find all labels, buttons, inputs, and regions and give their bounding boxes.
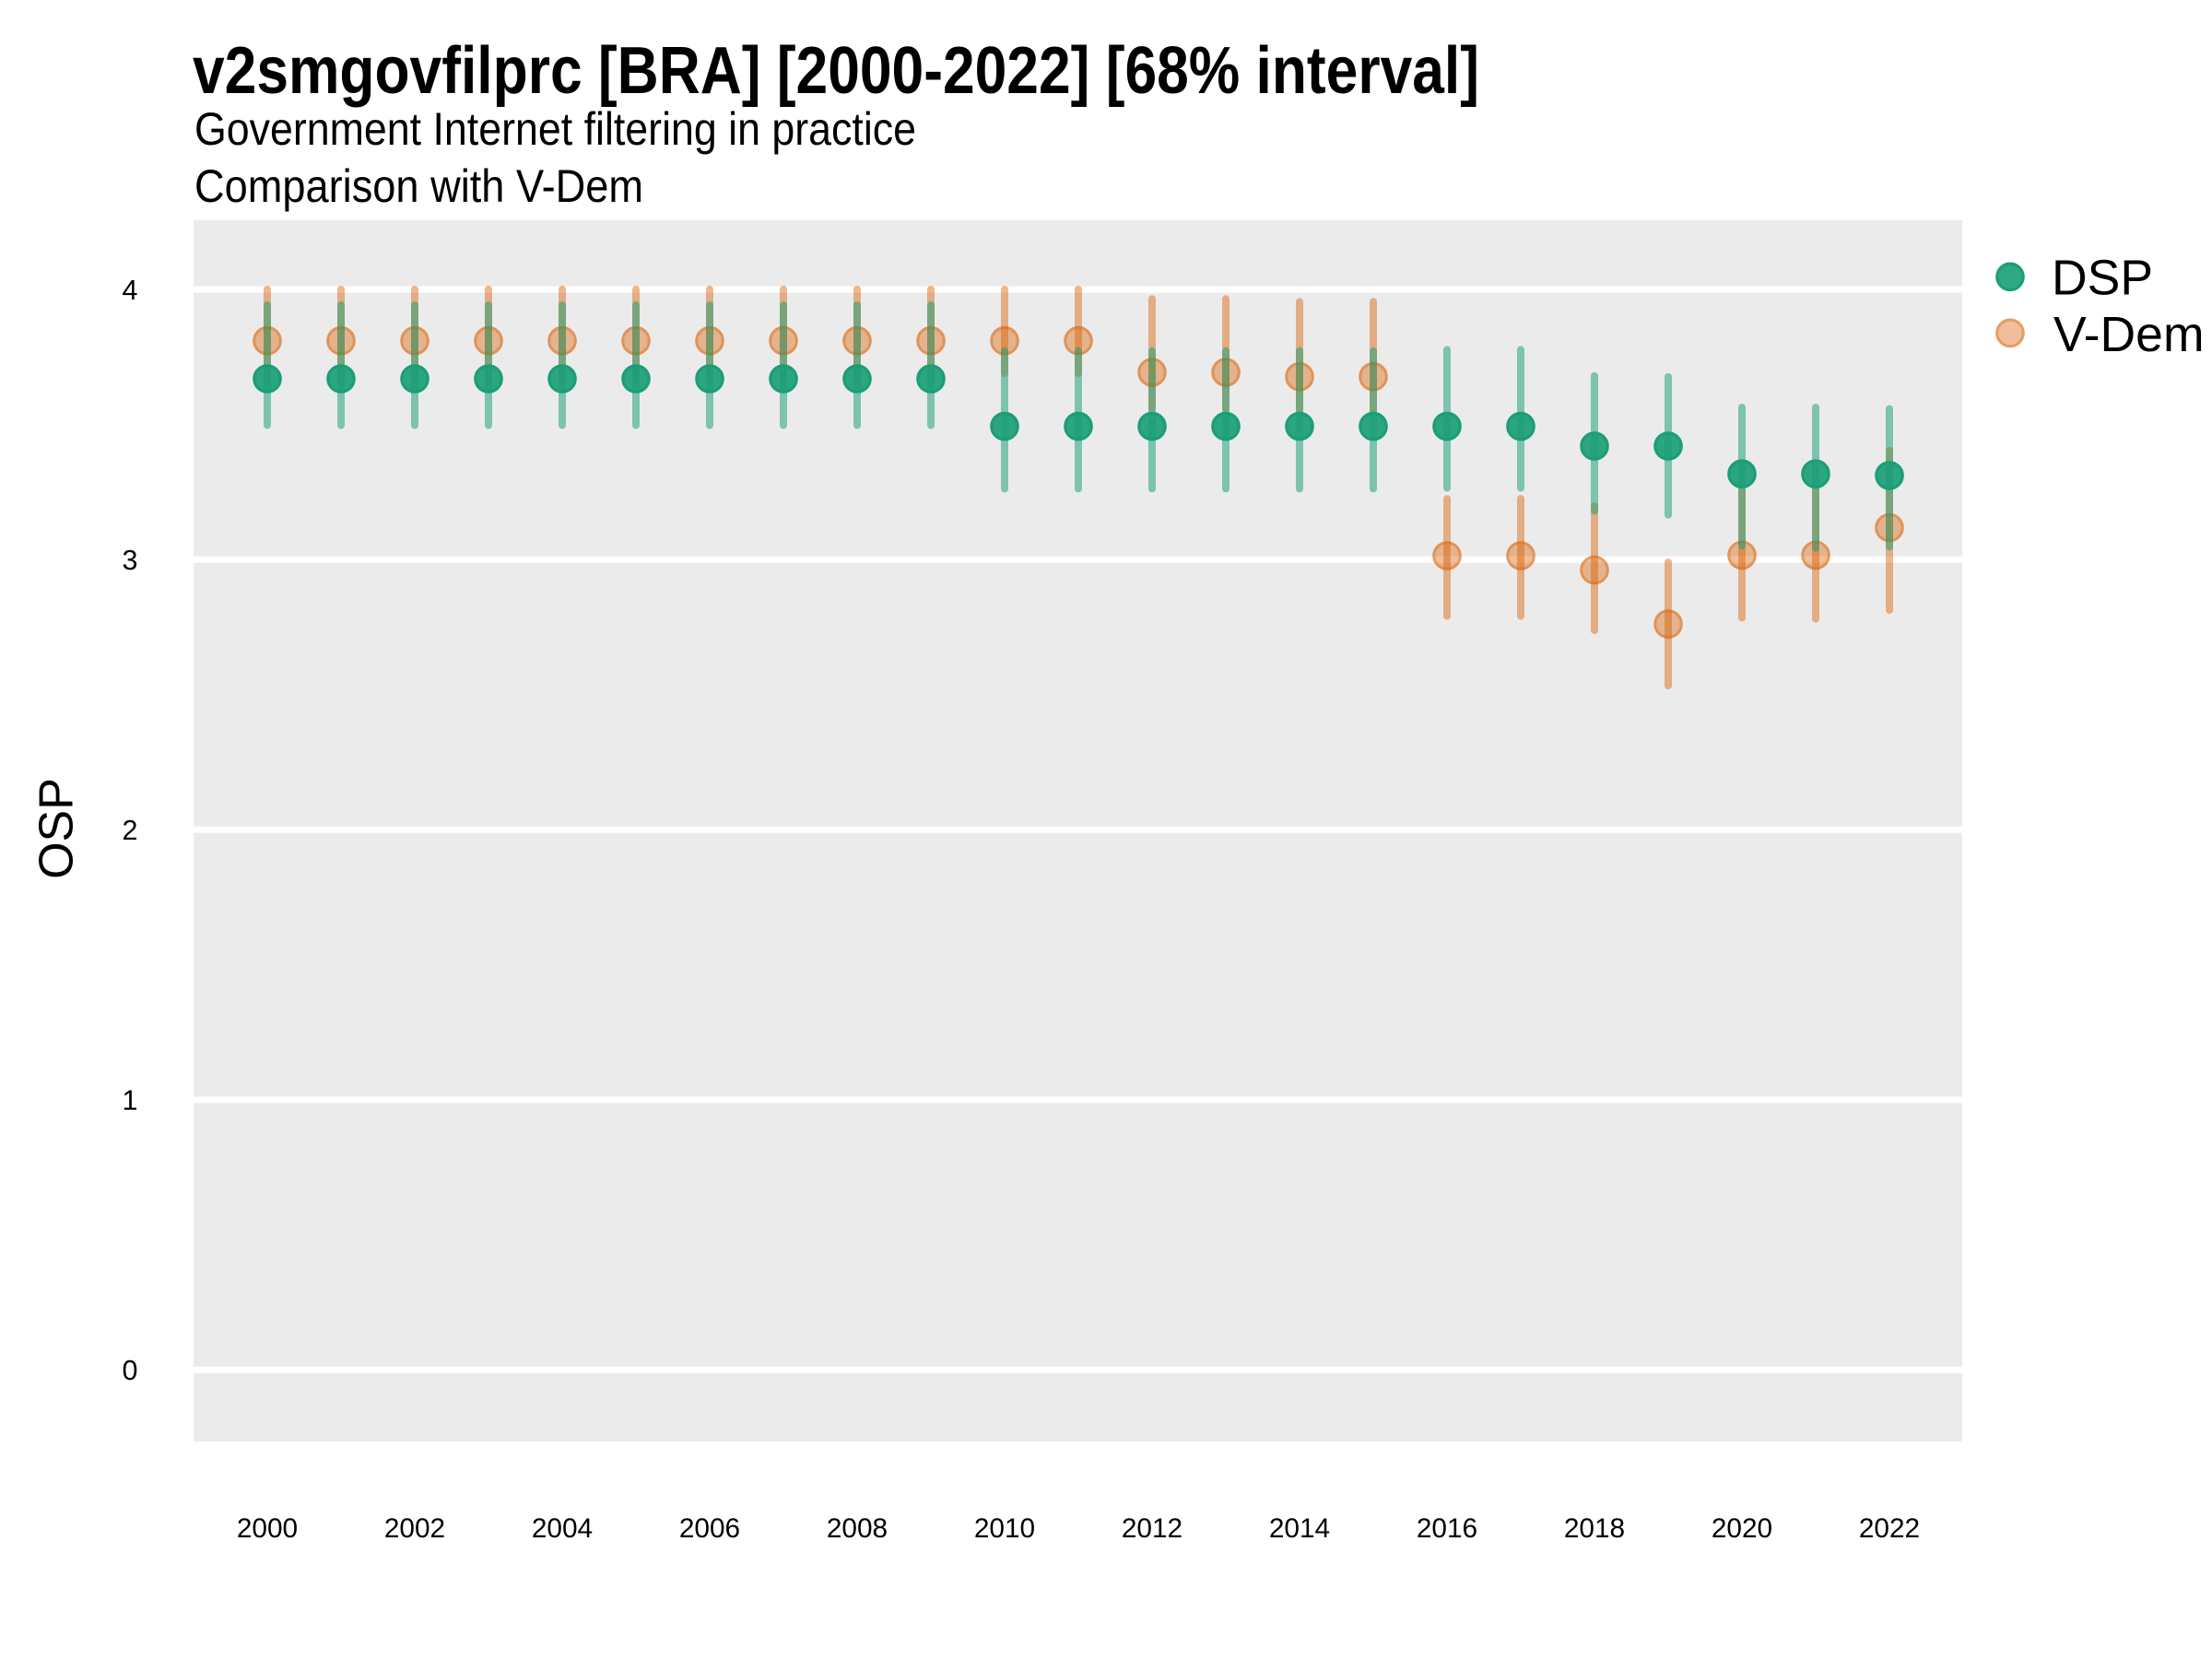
svg-text:2014: 2014 [1269, 1513, 1330, 1544]
svg-text:2018: 2018 [1564, 1513, 1625, 1544]
svg-text:3: 3 [123, 545, 138, 576]
svg-text:DSP: DSP [2052, 252, 2153, 306]
svg-text:1: 1 [123, 1085, 138, 1116]
svg-text:2022: 2022 [1859, 1513, 1920, 1544]
svg-text:V-Dem: V-Dem [2053, 308, 2205, 362]
svg-text:2010: 2010 [974, 1513, 1035, 1544]
svg-text:2004: 2004 [532, 1513, 593, 1544]
svg-text:4: 4 [123, 275, 138, 306]
svg-text:2020: 2020 [1712, 1513, 1772, 1544]
svg-text:OSP: OSP [30, 778, 84, 879]
svg-text:Government Internet filtering: Government Internet filtering in practic… [194, 103, 916, 155]
svg-text:2006: 2006 [679, 1513, 740, 1544]
svg-text:0: 0 [123, 1355, 138, 1386]
svg-text:2000: 2000 [237, 1513, 298, 1544]
svg-text:2008: 2008 [827, 1513, 888, 1544]
svg-text:2012: 2012 [1122, 1513, 1182, 1544]
svg-text:2002: 2002 [384, 1513, 445, 1544]
svg-text:2016: 2016 [1417, 1513, 1477, 1544]
svg-text:Comparison with V-Dem: Comparison with V-Dem [194, 160, 643, 212]
svg-text:2: 2 [123, 815, 138, 846]
svg-text:v2smgovfilprc [BRA] [2000-2022: v2smgovfilprc [BRA] [2000-2022] [68% int… [193, 34, 1479, 108]
